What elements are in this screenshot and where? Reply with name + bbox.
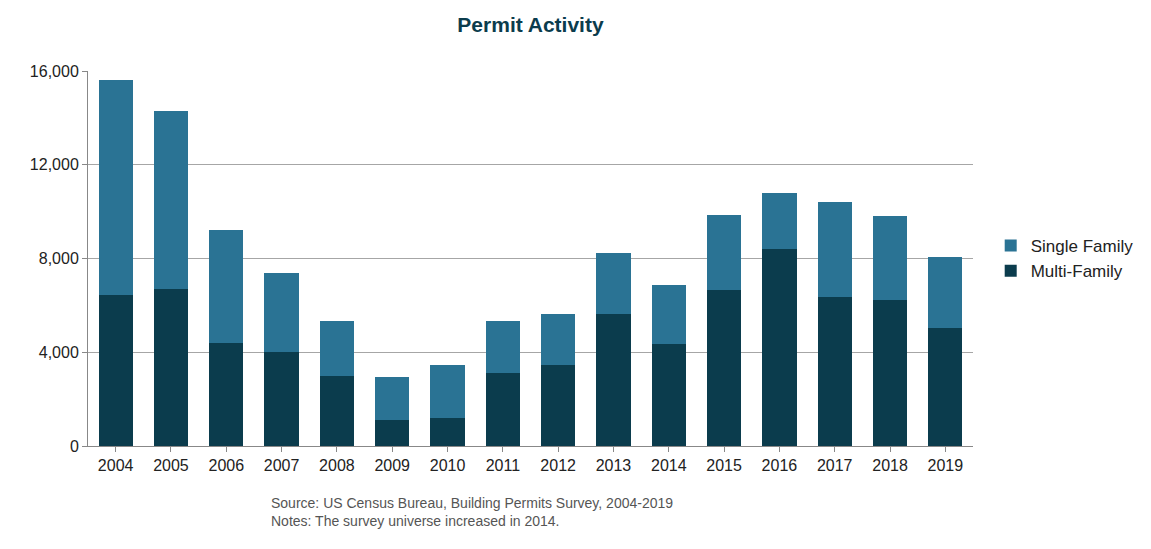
svg-text:2009: 2009 (374, 457, 410, 474)
svg-text:2007: 2007 (264, 457, 300, 474)
svg-text:2012: 2012 (540, 457, 576, 474)
svg-text:Multi-Family: Multi-Family (1031, 262, 1123, 281)
svg-text:2006: 2006 (208, 457, 244, 474)
svg-text:4,000: 4,000 (39, 344, 79, 361)
svg-text:2004: 2004 (98, 457, 134, 474)
svg-text:2014: 2014 (651, 457, 687, 474)
svg-text:8,000: 8,000 (39, 250, 79, 267)
svg-text:Single Family: Single Family (1031, 237, 1134, 256)
svg-text:2017: 2017 (817, 457, 853, 474)
svg-text:Permit Activity: Permit Activity (457, 13, 604, 36)
svg-text:2019: 2019 (928, 457, 964, 474)
svg-text:0: 0 (70, 438, 79, 455)
svg-text:2013: 2013 (596, 457, 632, 474)
svg-text:2010: 2010 (430, 457, 466, 474)
svg-text:2016: 2016 (762, 457, 798, 474)
svg-text:2018: 2018 (872, 457, 908, 474)
svg-text:2011: 2011 (486, 457, 521, 474)
svg-text:2015: 2015 (706, 457, 742, 474)
svg-text:2008: 2008 (319, 457, 355, 474)
svg-text:12,000: 12,000 (30, 156, 79, 173)
svg-text:Source: US Census Bureau, Buil: Source: US Census Bureau, Building Permi… (271, 495, 673, 529)
svg-text:16,000: 16,000 (30, 63, 79, 80)
svg-text:2005: 2005 (153, 457, 189, 474)
